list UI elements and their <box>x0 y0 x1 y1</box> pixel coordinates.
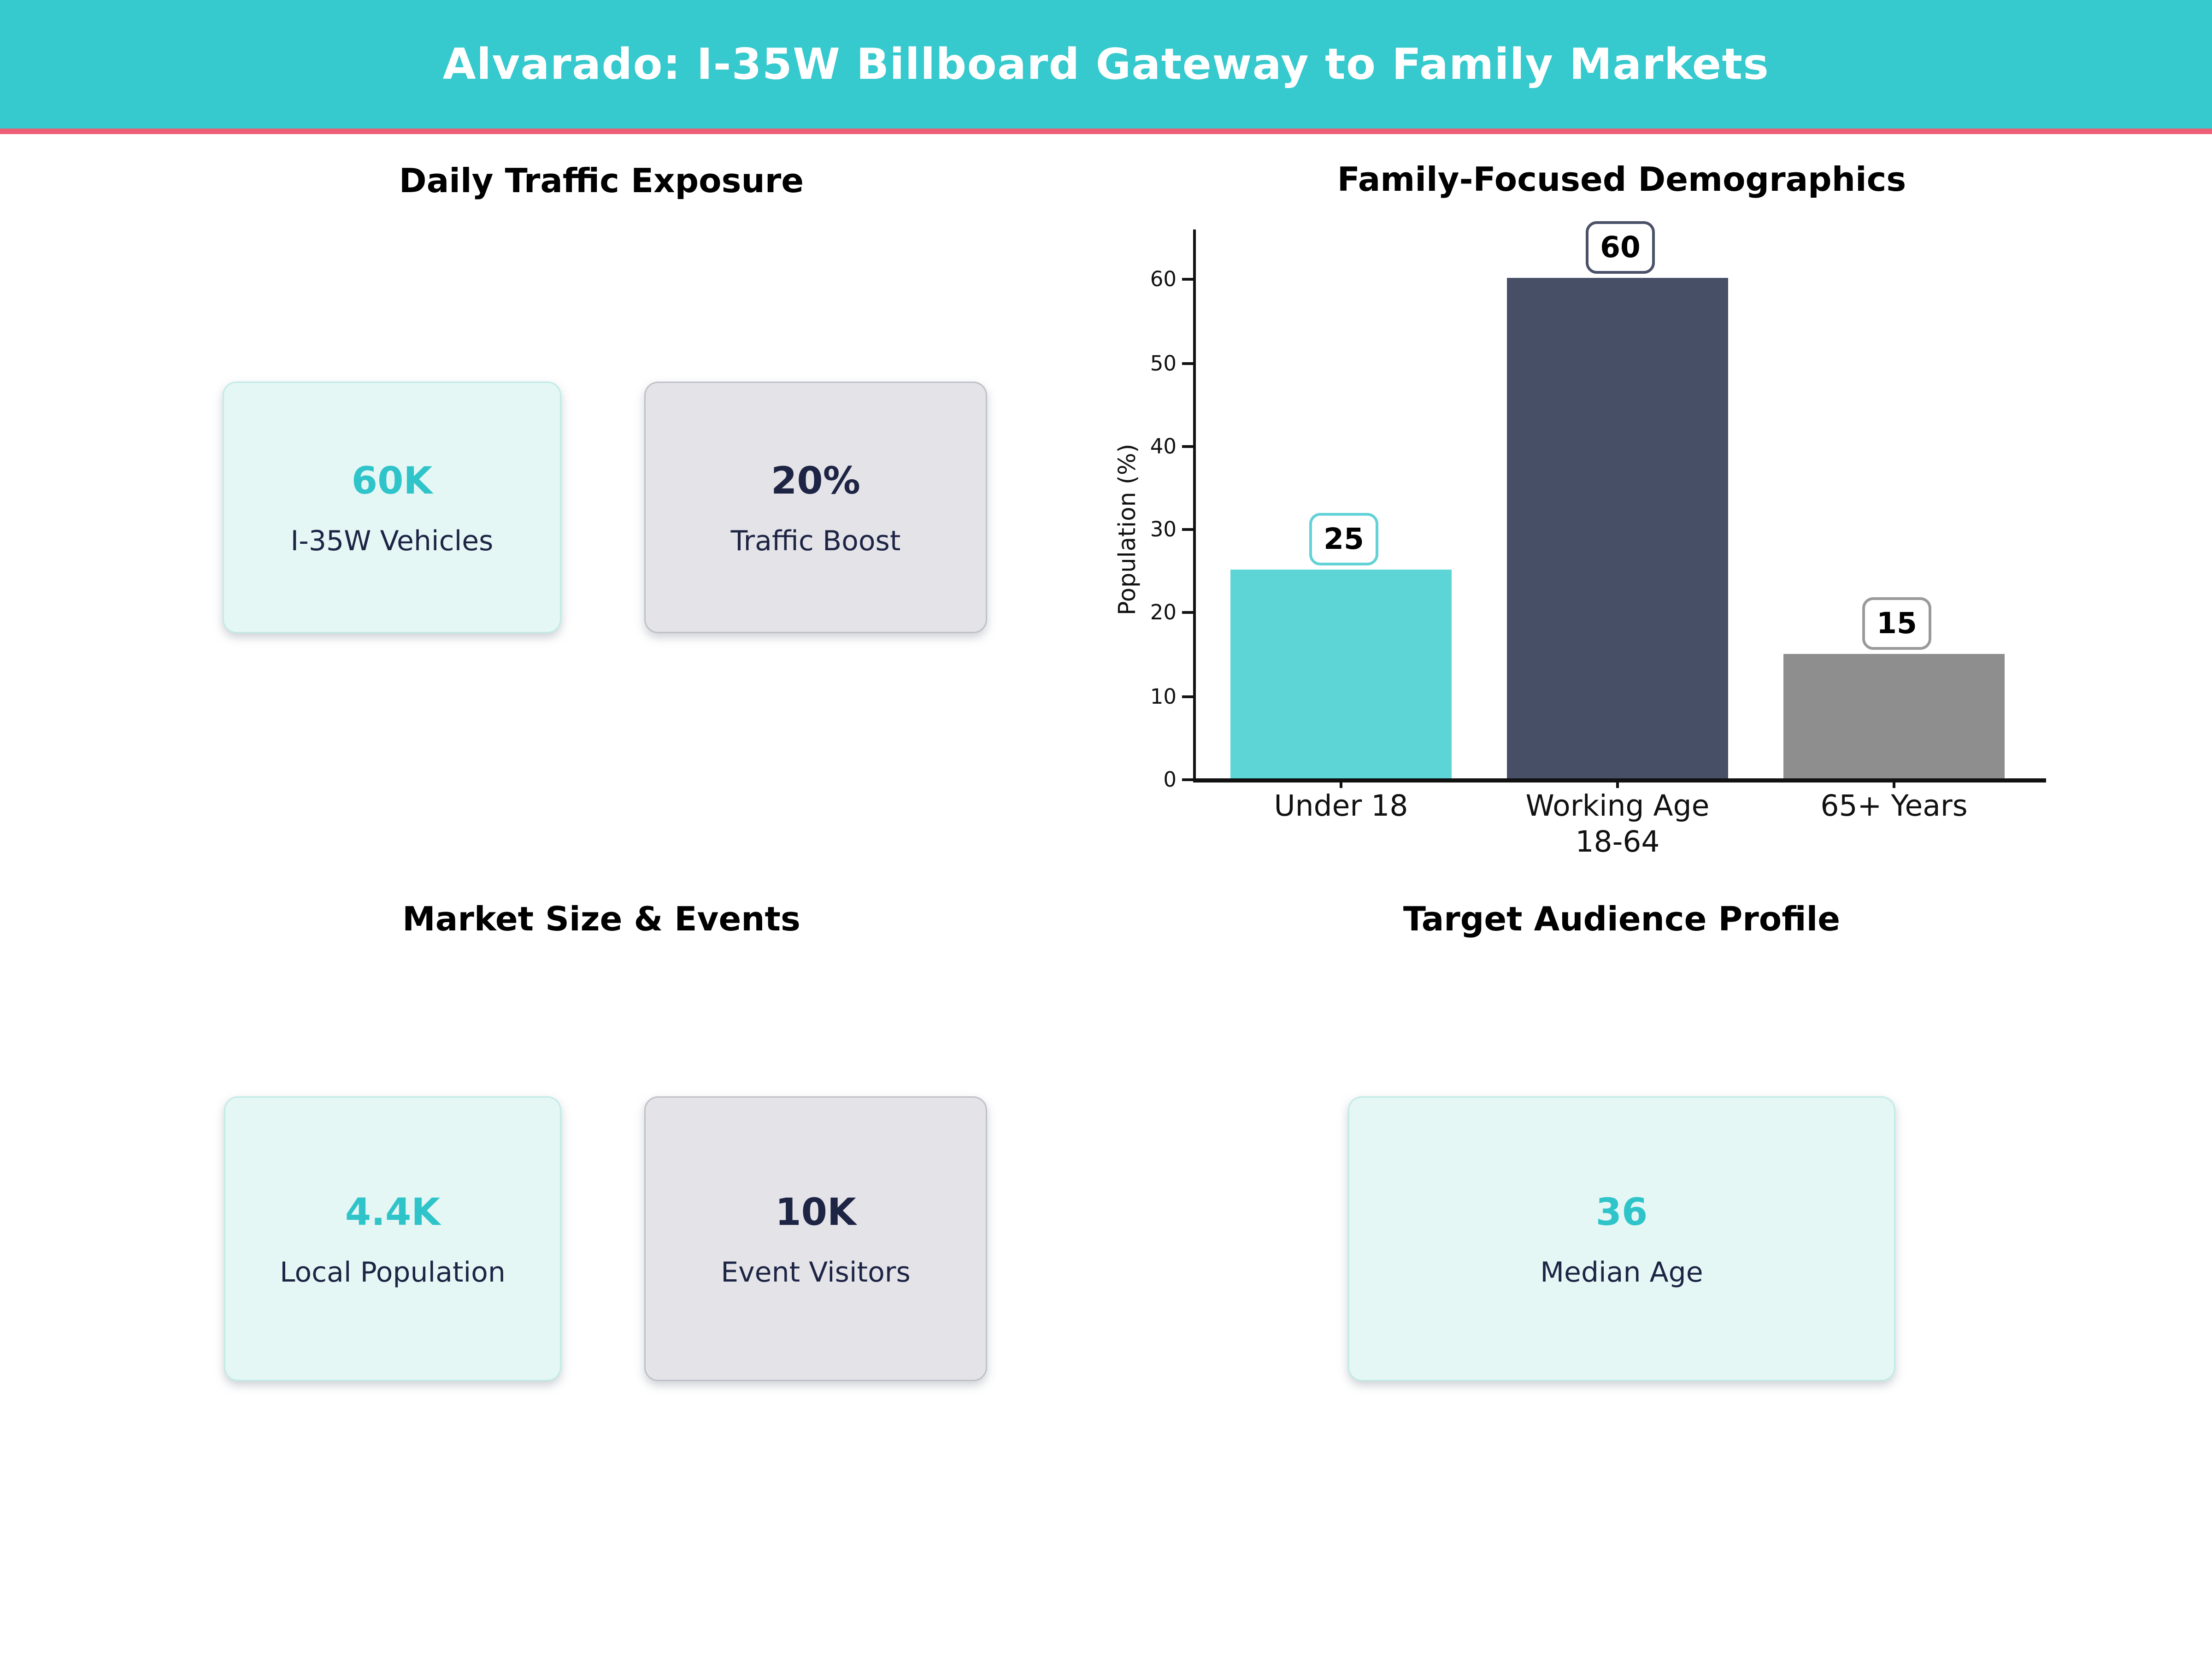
value-box-under-18: 25 <box>1309 513 1378 566</box>
stat-value: 36 <box>1595 1191 1648 1234</box>
stat-label: I-35W Vehicles <box>290 523 494 557</box>
y-tick-mark-20 <box>1182 612 1194 615</box>
stat-card-local-population: 4.4K Local Population <box>224 1096 561 1381</box>
x-label-working-age: Working Age 18-64 <box>1525 789 1710 859</box>
chart-title: Family-Focused Demographics <box>1337 160 1906 199</box>
stat-card-traffic-boost: 20% Traffic Boost <box>644 382 987 633</box>
y-tick-label-0: 0 <box>1163 767 1177 792</box>
stat-value: 4.4K <box>345 1191 441 1234</box>
y-tick-label-50: 50 <box>1150 350 1177 376</box>
section-heading-target-audience: Target Audience Profile <box>1403 900 1841 939</box>
value-box-working-age: 60 <box>1586 221 1655 274</box>
y-tick-label-40: 40 <box>1150 434 1177 459</box>
y-axis-spine <box>1193 229 1196 781</box>
x-tick-mark-working-age <box>1616 781 1619 788</box>
section-heading-daily-traffic: Daily Traffic Exposure <box>399 162 804 200</box>
stat-card-median-age: 36 Median Age <box>1348 1096 1895 1381</box>
value-box-65-years: 15 <box>1862 596 1931 649</box>
stat-card-event-visitors: 10K Event Visitors <box>644 1096 987 1381</box>
y-tick-mark-30 <box>1182 528 1194 531</box>
stat-card-i35w-vehicles: 60K I-35W Vehicles <box>223 382 561 633</box>
y-tick-label-10: 10 <box>1150 684 1177 709</box>
stat-label: Local Population <box>280 1254 506 1288</box>
y-tick-mark-50 <box>1182 361 1194 365</box>
bar-65-years <box>1783 653 2005 778</box>
stat-value: 20% <box>771 459 860 503</box>
y-tick-label-60: 60 <box>1150 267 1177 292</box>
y-tick-mark-40 <box>1182 445 1194 448</box>
x-tick-mark-under-18 <box>1340 781 1342 788</box>
x-tick-mark-65-years <box>1893 781 1895 788</box>
stat-value: 60K <box>351 459 433 503</box>
y-tick-mark-60 <box>1182 278 1194 281</box>
header-banner: Alvarado: I-35W Billboard Gateway to Fam… <box>0 0 2212 129</box>
y-tick-mark-0 <box>1182 778 1194 781</box>
y-tick-label-30: 30 <box>1150 517 1177 542</box>
bar-under-18 <box>1230 570 1452 778</box>
stat-label: Median Age <box>1540 1254 1703 1288</box>
y-tick-label-20: 20 <box>1150 600 1177 626</box>
page-title: Alvarado: I-35W Billboard Gateway to Fam… <box>442 39 1770 89</box>
y-tick-mark-10 <box>1182 695 1194 698</box>
x-label-65-years: 65+ Years <box>1820 789 1968 823</box>
stat-value: 10K <box>775 1191 856 1234</box>
x-label-under-18: Under 18 <box>1274 789 1408 823</box>
stat-label: Event Visitors <box>721 1254 911 1288</box>
header-accent-stripe <box>0 129 2212 134</box>
x-axis-spine <box>1193 778 2046 782</box>
section-heading-market-size: Market Size & Events <box>402 900 800 939</box>
stat-label: Traffic Boost <box>730 523 901 557</box>
bar-working-age <box>1507 278 1728 778</box>
